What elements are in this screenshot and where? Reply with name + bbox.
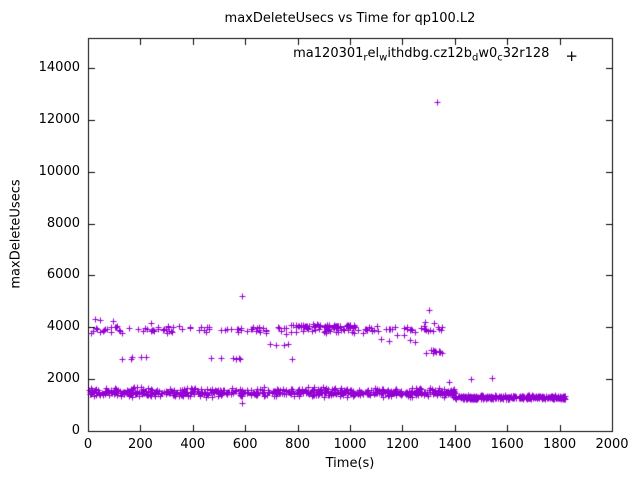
x-tick-label: 800 bbox=[285, 437, 310, 452]
x-tick-label: 400 bbox=[180, 437, 206, 452]
y-tick-label: 6000 bbox=[46, 267, 80, 283]
y-tick-label: 4000 bbox=[46, 319, 80, 335]
x-tick-label: 1400 bbox=[438, 437, 472, 452]
y-tick-label: 10000 bbox=[38, 163, 80, 179]
x-tick-label: 1600 bbox=[490, 437, 524, 452]
x-tick-label: 1800 bbox=[543, 437, 577, 452]
y-tick-label: 14000 bbox=[38, 60, 80, 76]
x-tick-label: 2000 bbox=[595, 437, 629, 452]
x-tick-label: 1200 bbox=[385, 437, 419, 452]
x-tick-label: 600 bbox=[232, 437, 258, 452]
y-tick-label: 2000 bbox=[46, 371, 80, 387]
y-tick-label: 0 bbox=[71, 423, 80, 438]
x-tick-label: 200 bbox=[127, 437, 153, 452]
x-tick-label: 1000 bbox=[333, 437, 367, 452]
x-tick-label: 0 bbox=[83, 437, 93, 452]
y-tick-label: 8000 bbox=[46, 215, 80, 231]
y-tick-label: 12000 bbox=[38, 111, 80, 127]
